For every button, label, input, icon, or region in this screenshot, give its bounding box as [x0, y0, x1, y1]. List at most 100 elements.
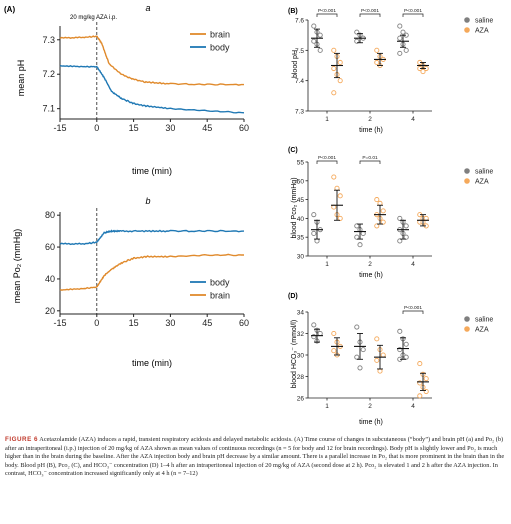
data-point-saline: [354, 324, 360, 330]
chart-D-xlabel: time (h): [359, 419, 383, 426]
data-point-saline: [397, 238, 403, 244]
data-point-aza: [380, 219, 386, 225]
legend-label-body: body: [210, 278, 230, 288]
x-tick-label: 4: [411, 261, 415, 268]
significance-bracket: [316, 160, 338, 164]
data-point-saline: [311, 322, 317, 328]
chart-Aa-title: a: [145, 3, 150, 13]
data-point-saline: [403, 354, 409, 360]
data-point-saline: [311, 38, 317, 44]
data-point-saline: [357, 365, 363, 371]
chart-D-ylabel: blood HCO₃⁻ (mmol/l): [291, 320, 298, 388]
data-point-saline: [403, 234, 409, 240]
data-point-aza: [374, 223, 380, 229]
data-point-saline: [397, 328, 403, 334]
y-tick-label: 60: [45, 242, 55, 252]
data-point-aza: [331, 65, 337, 72]
data-point-aza: [374, 59, 380, 66]
y-tick-label: 30: [297, 353, 305, 360]
panel-label-A: (A): [4, 5, 15, 14]
injection-annotation: 20 mg/kg AZA i.p.: [70, 15, 117, 21]
x-tick-label: 15: [129, 318, 139, 328]
x-tick-label: 2: [368, 403, 372, 410]
chart-B-ylabel: blood pH: [292, 50, 299, 78]
data-point-saline: [397, 23, 403, 29]
data-point-saline: [357, 242, 363, 248]
figure-caption: FIGURE 6 Acetazolamide (AZA) induces a r…: [5, 436, 505, 479]
chart-C: blood Pco₂ (mmHg) time (h) 30 35 40 45 50 55 1…: [291, 155, 493, 279]
chart-C-xlabel: time (h): [359, 272, 383, 279]
chart-Ab-xlabel: time (min): [132, 358, 172, 368]
legend-label-saline: saline: [475, 18, 493, 25]
significance-bracket: [359, 160, 381, 164]
data-point-aza: [377, 368, 383, 374]
data-point-aza: [331, 174, 337, 180]
legend-label-saline: saline: [475, 169, 493, 176]
data-point-aza: [417, 393, 423, 399]
significance-label: P=0.01: [362, 155, 378, 161]
legend-marker-saline: [464, 17, 470, 23]
x-tick-label: -15: [53, 123, 66, 133]
data-point-aza: [380, 208, 386, 214]
y-tick-label: 34: [297, 310, 305, 317]
x-tick-label: 0: [94, 318, 99, 328]
x-tick-label: 1: [325, 403, 329, 410]
data-point-saline: [354, 223, 360, 229]
data-point-saline: [317, 32, 323, 38]
chart-C-ylabel: blood Pco₂ (mmHg): [291, 177, 298, 238]
significance-label: P<0.001: [318, 155, 336, 161]
x-tick-label: -15: [53, 318, 66, 328]
chart-D: blood HCO₃⁻ (mmol/l) time (h) 26 28 30 32 34…: [291, 305, 493, 426]
chart-Aa: a mean pH time (min) -15 0 15 30 45 60 7.1 7.2 7…: [16, 3, 249, 176]
y-tick-label: 55: [297, 160, 305, 167]
chart-Ab-title: b: [145, 196, 150, 206]
y-tick-label: 7.5: [295, 48, 304, 55]
x-tick-label: 60: [239, 123, 249, 133]
data-point-saline: [397, 215, 403, 221]
y-tick-label: 7.3: [295, 109, 304, 116]
data-point-aza: [374, 197, 380, 203]
caption-label: FIGURE 6: [5, 436, 39, 443]
data-point-aza: [337, 193, 343, 199]
data-point-aza: [331, 330, 337, 337]
figure-canvas: (A) 20 mg/kg AZA i.p. a mean pH time (mi…: [4, 3, 493, 426]
data-point-saline: [311, 230, 317, 236]
data-point-aza: [331, 47, 337, 53]
x-tick-label: 4: [411, 403, 415, 410]
y-tick-label: 28: [297, 374, 305, 381]
y-tick-label: 45: [297, 197, 305, 204]
data-point-aza: [417, 361, 423, 367]
data-point-aza: [380, 352, 386, 358]
significance-label: P<0.001: [361, 8, 379, 14]
x-tick-label: 1: [325, 261, 329, 268]
legend-label-brain: brain: [210, 291, 230, 301]
data-point-aza: [374, 357, 380, 363]
data-point-saline: [397, 35, 403, 41]
y-tick-label: 26: [297, 396, 305, 403]
significance-label: P<0.001: [404, 305, 422, 311]
x-tick-label: 2: [368, 261, 372, 268]
x-tick-label: 15: [129, 123, 139, 133]
data-point-saline: [317, 330, 323, 337]
data-point-aza: [331, 348, 337, 354]
data-point-saline: [400, 29, 406, 35]
x-tick-label: 30: [165, 123, 175, 133]
legend-label-body: body: [210, 43, 230, 53]
panel-label-C: (C): [288, 147, 298, 154]
data-point-saline: [403, 47, 409, 53]
data-point-aza: [337, 215, 343, 221]
y-tick-label: 40: [297, 216, 305, 223]
y-tick-label: 50: [297, 178, 305, 185]
legend-marker-aza: [464, 178, 470, 184]
y-tick-label: 7.6: [295, 18, 304, 25]
series-line-brain: [59, 253, 244, 291]
chart-B-xlabel: time (h): [359, 127, 383, 134]
data-point-saline: [354, 234, 360, 240]
significance-bracket: [402, 13, 424, 17]
caption-text: Acetazolamide (AZA) induces a rapid, tra…: [5, 436, 505, 478]
data-point-saline: [354, 354, 360, 360]
legend-marker-saline: [464, 168, 470, 174]
series-line-body: [59, 229, 245, 246]
data-point-aza: [423, 376, 429, 382]
data-point-saline: [397, 50, 403, 56]
